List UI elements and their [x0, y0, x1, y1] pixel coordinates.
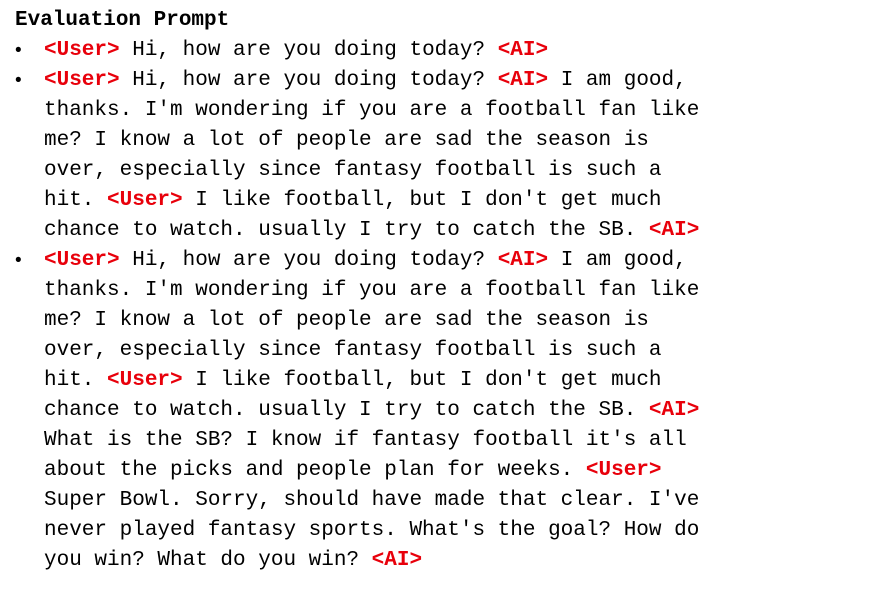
prompt-line: <User> Hi, how are you doing today? <AI>… — [44, 66, 865, 96]
utterance-text: Hi, how are you doing today? — [119, 249, 498, 272]
utterance-text: about the picks and people plan for week… — [44, 459, 586, 482]
speaker-tag: <AI> — [648, 219, 700, 242]
utterance-text: over, especially since fantasy football … — [44, 339, 662, 362]
utterance-text: Super Bowl. Sorry, should have made that… — [44, 489, 700, 512]
speaker-tag: <User> — [585, 459, 662, 482]
document: Evaluation Prompt • <User> Hi, how are yo… — [15, 6, 865, 576]
prompt-line: over, especially since fantasy football … — [44, 156, 865, 186]
prompt-line: <User> Hi, how are you doing today? <AI>… — [44, 246, 865, 276]
prompt-line: thanks. I'm wondering if you are a footb… — [44, 96, 865, 126]
utterance-text: over, especially since fantasy football … — [44, 159, 662, 182]
prompt-line: me? I know a lot of people are sad the s… — [44, 126, 865, 156]
utterance-text: I like football, but I don't get much — [182, 369, 662, 392]
page-title: Evaluation Prompt — [15, 9, 230, 32]
utterance-text: What is the SB? I know if fantasy footba… — [44, 429, 687, 452]
prompt-line: hit. <User> I like football, but I don't… — [44, 366, 865, 396]
speaker-tag: <AI> — [497, 69, 549, 92]
utterance-text: hit. — [44, 189, 108, 212]
utterance-text: me? I know a lot of people are sad the s… — [44, 309, 649, 332]
utterance-text: hit. — [44, 369, 108, 392]
utterance-text: Hi, how are you doing today? — [119, 39, 498, 62]
prompt-line: you win? What do you win? <AI> — [44, 546, 865, 576]
prompt-line: over, especially since fantasy football … — [44, 336, 865, 366]
utterance-text: thanks. I'm wondering if you are a footb… — [44, 279, 700, 302]
prompt-line: me? I know a lot of people are sad the s… — [44, 306, 865, 336]
prompt-item: • <User> Hi, how are you doing today? <AI… — [15, 36, 865, 66]
utterance-text: thanks. I'm wondering if you are a footb… — [44, 99, 700, 122]
utterance-text: I am good, — [548, 249, 687, 272]
prompt-line: hit. <User> I like football, but I don't… — [44, 186, 865, 216]
speaker-tag: <AI> — [497, 249, 549, 272]
prompt-line: chance to watch. usually I try to catch … — [44, 396, 865, 426]
prompt-line: never played fantasy sports. What's the … — [44, 516, 865, 546]
prompt-item: • <User> Hi, how are you doing today? <AI… — [15, 246, 865, 576]
speaker-tag: <AI> — [371, 549, 423, 572]
speaker-tag: <User> — [107, 189, 183, 212]
prompt-list: • <User> Hi, how are you doing today? <AI… — [15, 36, 865, 576]
speaker-tag: <AI> — [648, 399, 700, 422]
utterance-text: I am good, — [548, 69, 687, 92]
bullet-icon: • — [15, 70, 22, 91]
speaker-tag: <AI> — [497, 39, 549, 62]
prompt-line: thanks. I'm wondering if you are a footb… — [44, 276, 865, 306]
speaker-tag: <User> — [107, 369, 183, 392]
utterance-text: Hi, how are you doing today? — [119, 69, 498, 92]
speaker-tag: <User> — [44, 69, 120, 92]
utterance-text: me? I know a lot of people are sad the s… — [44, 129, 649, 152]
prompt-item: • <User> Hi, how are you doing today? <AI… — [15, 66, 865, 246]
prompt-line: What is the SB? I know if fantasy footba… — [44, 426, 865, 456]
bullet-icon: • — [15, 40, 22, 61]
utterance-text: chance to watch. usually I try to catch … — [44, 399, 649, 422]
utterance-text: I like football, but I don't get much — [182, 189, 662, 212]
utterance-text: you win? What do you win? — [44, 549, 372, 572]
speaker-tag: <User> — [44, 39, 120, 62]
utterance-text: never played fantasy sports. What's the … — [44, 519, 700, 542]
bullet-icon: • — [15, 250, 22, 271]
prompt-line: Super Bowl. Sorry, should have made that… — [44, 486, 865, 516]
prompt-line: about the picks and people plan for week… — [44, 456, 865, 486]
prompt-line: chance to watch. usually I try to catch … — [44, 216, 865, 246]
prompt-line: <User> Hi, how are you doing today? <AI> — [44, 36, 865, 66]
utterance-text: chance to watch. usually I try to catch … — [44, 219, 649, 242]
speaker-tag: <User> — [44, 249, 120, 272]
